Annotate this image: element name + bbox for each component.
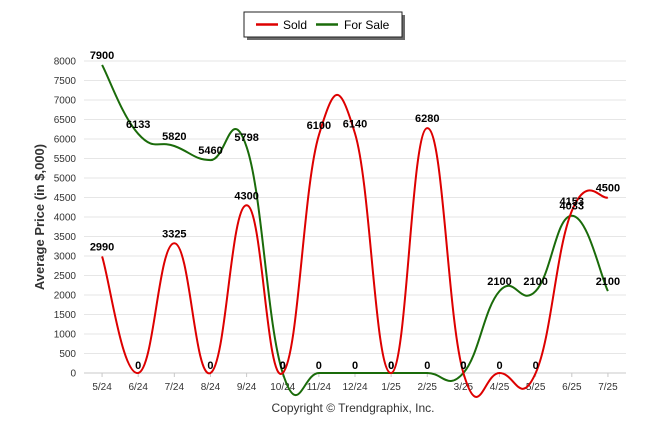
series-line-sold xyxy=(101,94,609,398)
series-lines xyxy=(101,64,609,398)
y-tick-8000: 8000 xyxy=(54,57,77,68)
y-tick-6000: 6000 xyxy=(54,135,77,146)
x-tick-6/24: 6/24 xyxy=(128,382,148,393)
x-tick-7/25: 7/25 xyxy=(598,382,618,393)
data-label-sold-6-24: 0 xyxy=(135,360,141,372)
data-label-sold-10-24: 0 xyxy=(280,360,286,372)
data-label-for-sale-5-25: 2100 xyxy=(523,276,547,288)
data-label-for-sale-12-24: 0 xyxy=(352,360,358,372)
data-label-for-sale-11-24: 0 xyxy=(316,360,322,372)
data-label-for-sale-7-24: 5820 xyxy=(162,131,186,143)
x-tick-10/24: 10/24 xyxy=(270,382,295,393)
y-tick-500: 500 xyxy=(59,349,76,360)
y-tick-1000: 1000 xyxy=(54,330,77,341)
data-label-for-sale-4-25: 2100 xyxy=(487,276,511,288)
data-label-for-sale-3-25: 0 xyxy=(460,360,466,372)
data-label-sold-7-25: 4500 xyxy=(596,183,620,195)
x-tick-5/24: 5/24 xyxy=(92,382,112,393)
y-tick-3000: 3000 xyxy=(54,252,77,263)
y-tick-7000: 7000 xyxy=(54,96,77,107)
y-tick-4500: 4500 xyxy=(54,193,77,204)
data-label-sold-12-24: 6140 xyxy=(343,119,367,131)
data-label-for-sale-9-24: 5798 xyxy=(234,132,258,144)
legend: Sold For Sale xyxy=(243,11,405,40)
y-tick-5000: 5000 xyxy=(54,174,77,185)
x-tick-5/25: 5/25 xyxy=(526,382,546,393)
data-label-for-sale-2-25: 0 xyxy=(424,360,430,372)
data-label-for-sale-7-25: 2100 xyxy=(596,276,620,288)
x-tick-11/24: 11/24 xyxy=(307,382,332,393)
y-tick-6500: 6500 xyxy=(54,115,77,126)
x-tick-7/24: 7/24 xyxy=(165,382,185,393)
legend-label-sold: Sold xyxy=(283,18,307,32)
y-tick-4000: 4000 xyxy=(54,213,77,224)
data-label-for-sale-5-24: 7900 xyxy=(90,50,114,62)
x-tick-2/25: 2/25 xyxy=(418,382,438,393)
data-label-sold-8-24: 0 xyxy=(207,360,213,372)
data-label-sold-5-24: 2990 xyxy=(90,241,114,253)
data-label-for-sale-1-25: 0 xyxy=(388,360,394,372)
data-label-sold-2-25: 6280 xyxy=(415,113,439,125)
data-label-sold-3-25: 0 xyxy=(460,360,466,372)
y-tick-1500: 1500 xyxy=(54,310,77,321)
y-tick-0: 0 xyxy=(70,369,76,380)
y-tick-3500: 3500 xyxy=(54,232,77,243)
x-tick-labels: 5/24 6/24 7/24 8/24 9/24 10/24 11/24 12/24 1/25 2… xyxy=(92,382,618,393)
data-label-sold-9-24: 4300 xyxy=(234,190,258,202)
legend-label-for-sale: For Sale xyxy=(344,18,390,32)
grid-lines xyxy=(84,60,626,354)
x-tick-1/25: 1/25 xyxy=(381,382,401,393)
x-tick-9/24: 9/24 xyxy=(237,382,257,393)
data-label-for-sale-8-24: 5460 xyxy=(198,145,222,157)
data-label-sold-4-25: 0 xyxy=(496,360,502,372)
data-label-for-sale-6-24: 6133 xyxy=(126,119,150,131)
data-label-sold-7-24: 3325 xyxy=(162,228,186,240)
data-label-for-sale-10-24: 0 xyxy=(280,360,286,372)
x-tick-8/24: 8/24 xyxy=(201,382,221,393)
x-tick-12/24: 12/24 xyxy=(342,382,367,393)
data-label-for-sale-6-25: 4033 xyxy=(560,201,584,213)
data-label-sold-11-24: 6100 xyxy=(307,120,331,132)
data-label-sold-5-25: 0 xyxy=(533,360,539,372)
y-tick-2500: 2500 xyxy=(54,271,77,282)
x-tick-6/25: 6/25 xyxy=(562,382,582,393)
data-label-sold-1-25: 0 xyxy=(388,360,394,372)
x-tick-4/25: 4/25 xyxy=(490,382,510,393)
series-line-for-sale xyxy=(101,64,609,396)
y-tick-7500: 7500 xyxy=(54,76,77,87)
data-labels: 2990 0 3325 0 4300 0 6100 6140 0 6280 0 0 0 4153 4500 7… xyxy=(90,50,620,372)
data-label-sold-6-25: 4153 xyxy=(560,196,584,208)
y-tick-5500: 5500 xyxy=(54,154,77,165)
copyright-text: Copyright © Trendgraphix, Inc. xyxy=(272,401,435,415)
y-axis-label: Average Price (in $,000) xyxy=(32,144,47,290)
y-tick-2000: 2000 xyxy=(54,291,77,302)
y-tick-labels: 0 500 1000 1500 2000 2500 3000 3500 4000 4500 5000… xyxy=(54,57,77,380)
x-tick-3/25: 3/25 xyxy=(454,382,474,393)
